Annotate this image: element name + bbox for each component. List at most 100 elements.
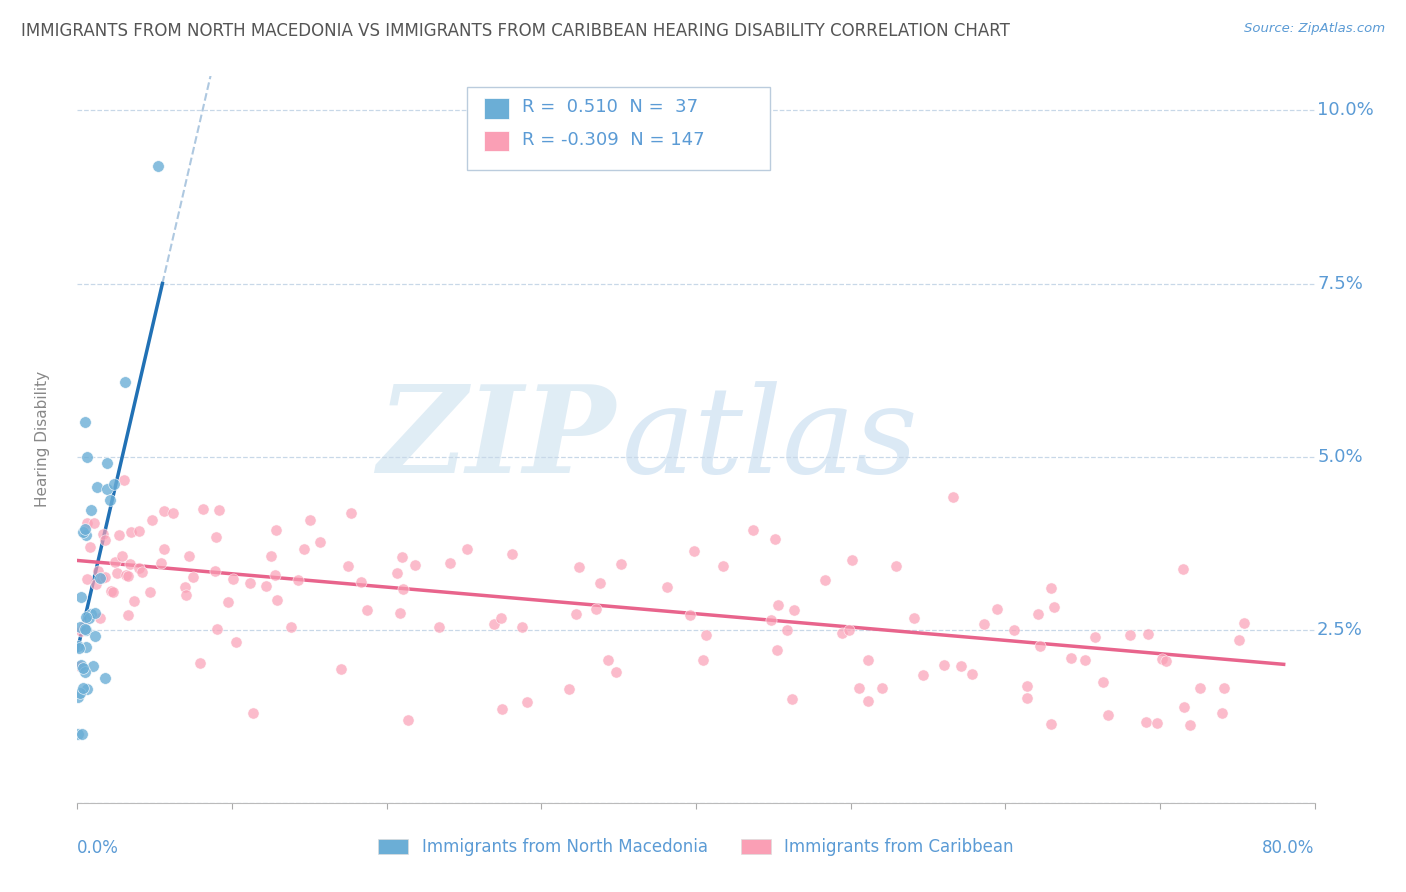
Text: 10.0%: 10.0% [1317, 102, 1374, 120]
Point [404, 558, 426, 573]
Point [89, 610, 111, 624]
Point [1026, 607, 1049, 622]
Point [128, 561, 150, 575]
Point [1060, 650, 1083, 665]
Point [1173, 700, 1195, 714]
Point [117, 569, 139, 583]
Point [848, 681, 870, 696]
Point [96, 482, 118, 496]
Point [761, 613, 783, 627]
Point [153, 541, 176, 556]
Point [162, 506, 184, 520]
Point [84, 576, 107, 591]
Point [139, 585, 162, 599]
Point [174, 588, 197, 602]
Point [75, 622, 97, 636]
Point [1073, 653, 1095, 667]
Point [942, 490, 965, 504]
Point [872, 681, 894, 695]
Point [86, 481, 108, 495]
Point [1042, 599, 1064, 614]
Point [308, 535, 330, 549]
Point [1002, 624, 1025, 638]
Point [1178, 718, 1201, 732]
Point [103, 476, 125, 491]
Point [766, 598, 789, 612]
Point [72, 661, 94, 675]
Point [84, 629, 107, 643]
Point [1146, 716, 1168, 731]
Point [118, 557, 141, 571]
Point [242, 706, 264, 720]
Text: 2.5%: 2.5% [1317, 621, 1362, 639]
Bar [485, 98, 509, 119]
Point [141, 513, 163, 527]
Point [266, 593, 288, 607]
Point [1015, 679, 1038, 693]
Point [1092, 675, 1115, 690]
Point [337, 558, 360, 573]
Point [83, 516, 105, 530]
FancyBboxPatch shape [467, 87, 770, 170]
Point [100, 492, 122, 507]
Point [1211, 706, 1233, 721]
Point [856, 653, 879, 667]
Point [814, 573, 837, 587]
Point [94, 533, 117, 547]
Point [75, 528, 97, 542]
Point [80, 607, 103, 622]
Point [72, 681, 94, 696]
Point [122, 594, 145, 608]
Point [1150, 651, 1173, 665]
Point [204, 565, 226, 579]
Point [76, 623, 98, 637]
Point [1189, 681, 1212, 696]
Point [385, 566, 408, 580]
Point [96, 456, 118, 470]
Point [73, 619, 96, 633]
Point [90, 571, 112, 585]
Point [388, 606, 411, 620]
Point [776, 623, 799, 637]
Point [239, 576, 262, 591]
Point [183, 570, 205, 584]
Point [117, 608, 139, 623]
Point [1084, 630, 1107, 644]
Point [83, 607, 105, 621]
Text: 0.0%: 0.0% [77, 839, 120, 857]
Text: 80.0%: 80.0% [1263, 839, 1315, 857]
Point [111, 549, 134, 563]
Point [501, 547, 523, 561]
Point [585, 602, 607, 616]
Text: atlas: atlas [621, 381, 918, 498]
Point [903, 610, 925, 624]
Point [960, 667, 983, 681]
Point [911, 668, 934, 682]
Point [1156, 654, 1178, 668]
Point [350, 574, 373, 589]
Point [104, 555, 127, 569]
Point [695, 628, 717, 642]
Point [427, 620, 450, 634]
Point [80, 503, 103, 517]
Point [392, 582, 415, 596]
Point [93, 570, 115, 584]
Point [456, 541, 478, 556]
Point [568, 559, 591, 574]
Point [191, 502, 214, 516]
Point [105, 566, 128, 581]
Point [605, 665, 627, 679]
Point [222, 572, 245, 586]
Point [69, 686, 91, 700]
Point [692, 653, 714, 667]
Point [112, 473, 135, 487]
Point [763, 532, 786, 546]
Point [66, 639, 89, 653]
Point [1135, 715, 1157, 730]
Point [439, 556, 461, 570]
Point [1171, 562, 1194, 576]
Point [69, 591, 91, 605]
Point [1136, 626, 1159, 640]
Bar [485, 131, 509, 152]
Point [841, 552, 863, 566]
